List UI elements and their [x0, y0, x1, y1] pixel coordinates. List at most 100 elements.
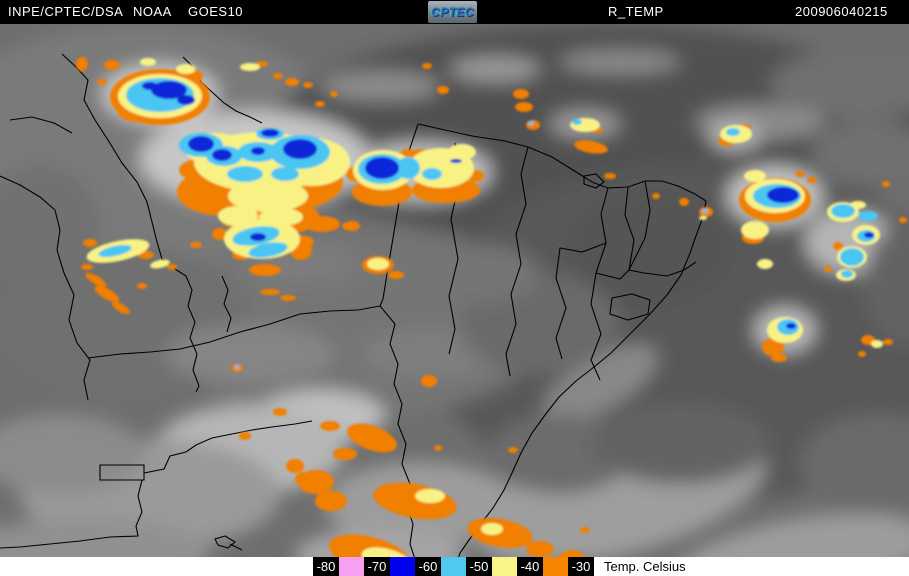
cold-cloud-orange [190, 242, 202, 248]
cold-cloud-orange [526, 541, 554, 557]
cold-cloud-yellow [150, 259, 170, 269]
border-line [628, 180, 651, 271]
cold-cloud-orange [94, 285, 120, 303]
cold-cloud-orange [273, 73, 283, 79]
cold-cloud-orange [513, 89, 529, 99]
cold-cloud-orange [422, 63, 432, 69]
cold-cloud-orange [882, 181, 890, 187]
border-line [555, 242, 607, 360]
cold-cloud-orange [212, 228, 228, 240]
cold-cloud-cyan [840, 248, 864, 266]
cold-cloud-orange [771, 354, 787, 362]
gray-cloud [865, 224, 909, 344]
cold-cloud-orange [97, 79, 107, 85]
legend-label: -40 [517, 557, 543, 576]
cold-cloud-yellow [757, 259, 773, 269]
border-line [595, 269, 630, 280]
cold-cloud-yellow [741, 221, 769, 239]
cold-cloud-yellow [240, 63, 260, 71]
cold-cloud-orange [795, 171, 805, 177]
gray-cloud [542, 344, 658, 424]
legend-label: -60 [415, 557, 441, 576]
cold-cloud-yellow [228, 180, 308, 212]
cold-cloud-orange [434, 445, 442, 451]
cold-cloud-orange [347, 423, 397, 453]
legend-label: -70 [364, 557, 390, 576]
border-line [505, 146, 529, 377]
cold-cloud-orange [167, 264, 177, 270]
cold-cloud-orange [883, 339, 893, 345]
gray-cloud [770, 49, 909, 119]
cold-cloud-orange [83, 239, 97, 247]
gray-cloud [0, 164, 100, 284]
cold-cloud-orange [330, 91, 338, 97]
cold-cloud-orange [280, 295, 296, 301]
cold-cloud-orange [574, 140, 608, 154]
header-bar: INPE/CPTEC/DSA NOAA GOES10 CPTEC R_TEMP … [0, 0, 909, 24]
cold-cloud-orange [285, 78, 299, 86]
cold-cloud-blue [250, 233, 266, 241]
footer-bar: -80 -70 -60 -50 -40 -30 Temp. Celsius [0, 557, 909, 576]
cold-cloud-layer [76, 57, 907, 576]
cold-cloud-cyan [248, 242, 288, 258]
cold-cloud-orange [303, 82, 313, 88]
cold-cloud-cyan [831, 204, 855, 218]
cold-cloud-orange [260, 289, 280, 295]
cold-cloud-orange [137, 283, 147, 289]
agency-label: INPE/CPTEC/DSA [8, 4, 124, 19]
cold-cloud-orange [320, 421, 340, 431]
timestamp-label: 200906040215 [795, 4, 888, 19]
border-line [87, 305, 381, 359]
border-line [214, 535, 243, 551]
border-line [609, 293, 651, 321]
cold-cloud-yellow [140, 58, 156, 66]
cold-cloud-orange [508, 447, 518, 453]
cold-cloud-yellow [367, 258, 389, 270]
cold-cloud-orange [273, 408, 287, 416]
cold-cloud-orange [807, 177, 817, 183]
cold-cloud-orange [679, 198, 689, 206]
cold-cloud-orange [858, 351, 866, 357]
cold-cloud-orange [824, 266, 832, 272]
legend-swatch [543, 557, 568, 576]
cold-cloud-blue [151, 81, 187, 99]
border-layer [0, 53, 707, 567]
cold-cloud-orange [342, 222, 354, 230]
cold-cloud-orange [286, 459, 304, 473]
cold-cloud-orange [104, 60, 120, 70]
legend-title: Temp. Celsius [604, 559, 686, 574]
cold-cloud-cyan [572, 119, 582, 125]
border-line [0, 175, 91, 401]
cold-cloud-cyan [98, 244, 132, 258]
border-line [0, 479, 143, 549]
cold-cloud-yellow [744, 170, 766, 182]
cold-cloud-orange [304, 216, 340, 232]
gray-cloud [0, 414, 145, 494]
gray-cloud [420, 244, 540, 304]
cold-cloud-yellow [448, 144, 476, 160]
cold-cloud-cyan [227, 166, 263, 182]
cold-cloud-orange [437, 86, 449, 94]
cold-cloud-yellow [850, 201, 866, 209]
cptec-logo: CPTEC [428, 1, 477, 23]
cold-cloud-blue [283, 139, 317, 159]
border-line [9, 116, 73, 134]
cold-cloud-blue [142, 82, 158, 90]
satellite-map-image [0, 24, 909, 576]
cold-cloud-blue [177, 95, 195, 105]
legend-scale: -80 -70 -60 -50 -40 -30 [313, 557, 594, 576]
gray-cloud [165, 324, 335, 384]
cold-cloud-yellow [176, 64, 196, 74]
cold-cloud-blue [864, 232, 874, 238]
cold-cloud-cyan [858, 211, 878, 221]
cold-cloud-blue [261, 129, 279, 137]
product-label: R_TEMP [608, 4, 664, 19]
satellite-label: GOES10 [188, 4, 244, 19]
legend-label: -50 [466, 557, 492, 576]
legend-label: -30 [568, 557, 594, 576]
cold-cloud-blue [212, 149, 232, 161]
cold-cloud-cyan [422, 168, 442, 180]
legend-swatch [390, 557, 415, 576]
legend-swatch [339, 557, 364, 576]
